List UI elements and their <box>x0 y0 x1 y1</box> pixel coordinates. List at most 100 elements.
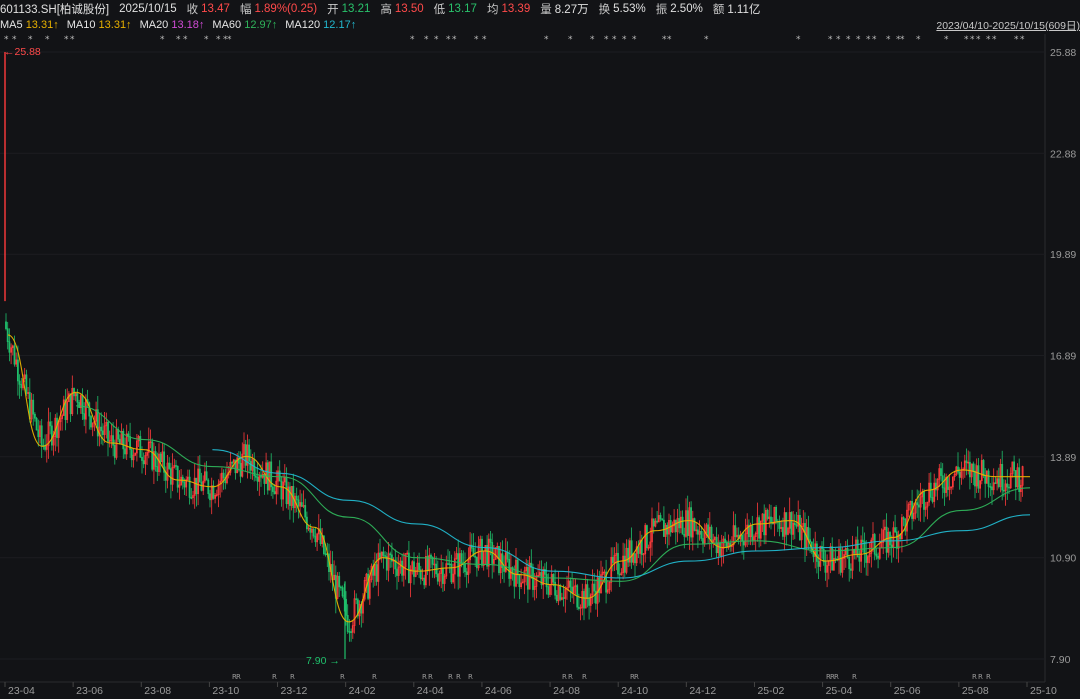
candle-body <box>746 524 749 535</box>
event-star-icon: * <box>64 35 69 45</box>
candle-body <box>90 415 92 428</box>
candle-body <box>214 494 217 499</box>
candle-body <box>691 518 694 538</box>
candle-body <box>30 399 33 420</box>
candle-body <box>180 476 183 486</box>
candle-body <box>593 583 596 592</box>
event-star-icon: * <box>856 35 861 45</box>
candle-body <box>377 552 380 582</box>
candle-body <box>304 505 307 518</box>
event-star-icon: * <box>916 35 921 45</box>
candle-body <box>515 559 517 587</box>
candle-body <box>144 455 147 465</box>
candle-body <box>523 570 526 583</box>
candle-body <box>379 552 381 558</box>
candle-body <box>132 454 135 461</box>
candle-body <box>783 512 786 537</box>
ma5-legend[interactable]: MA5 13.31↑ <box>0 19 59 31</box>
candle-body <box>465 571 468 575</box>
turnover-label: 换 <box>598 3 611 16</box>
candle-body <box>992 482 995 491</box>
candle-body <box>958 471 961 478</box>
candle-body <box>577 606 580 609</box>
event-star-icon: * <box>1020 35 1025 45</box>
candle-body <box>204 471 206 482</box>
candle-body <box>678 518 681 529</box>
candle-body <box>710 526 713 543</box>
high-marker: ←25.88 <box>4 46 41 58</box>
candle-body <box>736 534 738 537</box>
candle-body <box>438 573 441 582</box>
ma120-legend[interactable]: MA120 12.17↑ <box>285 19 357 31</box>
candle-body <box>256 476 259 482</box>
event-star-icon: * <box>28 35 33 45</box>
event-star-icon: * <box>986 35 991 45</box>
event-star-icon: * <box>896 35 901 45</box>
candle-body <box>564 588 567 599</box>
candle-body <box>411 561 414 570</box>
change-value: 1.89%(0.25) <box>254 2 318 15</box>
ma20-legend[interactable]: MA20 13.18↑ <box>139 19 205 31</box>
candle-body <box>100 426 103 432</box>
candle-body <box>732 525 735 546</box>
ma10-legend[interactable]: MA10 13.31↑ <box>66 19 132 31</box>
candle-body <box>719 542 721 557</box>
event-star-icon: * <box>160 35 165 45</box>
low-label: 低 <box>433 3 446 16</box>
candle-body <box>945 476 948 493</box>
candle-body <box>907 504 910 511</box>
candle-body <box>309 527 312 533</box>
candle-body <box>71 388 74 415</box>
candle-body <box>428 554 431 572</box>
candle-body <box>628 540 631 563</box>
candle-body <box>727 543 730 549</box>
candle-body <box>875 553 878 557</box>
candle-body <box>936 478 939 491</box>
candle-body <box>747 524 750 538</box>
event-r-marker: R <box>986 673 991 681</box>
event-r-marker: R <box>448 673 453 681</box>
candle-body <box>351 625 354 633</box>
candle-body <box>430 554 432 558</box>
event-r-marker: R <box>978 673 983 681</box>
stock-code[interactable]: 601133.SH[柏诚股份] <box>0 3 110 16</box>
candle-body <box>285 477 288 505</box>
candle-body <box>600 574 602 593</box>
candle-body <box>210 485 213 501</box>
event-star-icon: * <box>434 35 439 45</box>
candle-body <box>113 444 116 458</box>
candle-body <box>696 529 699 535</box>
candle-body <box>868 553 871 557</box>
candle-body <box>141 457 143 461</box>
event-r-marker: R <box>834 673 839 681</box>
candle-body <box>611 556 614 563</box>
candle-body <box>299 502 302 507</box>
date-range[interactable]: 2023/04/10-2025/10/15(609日) <box>936 20 1080 32</box>
candle-body <box>511 567 514 575</box>
candle-body <box>591 583 594 596</box>
x-tick-label: 23-12 <box>281 685 308 697</box>
candle-body <box>826 565 829 573</box>
candle-body <box>586 584 589 599</box>
ma60-legend[interactable]: MA60 12.97↑ <box>212 19 278 31</box>
candle-body <box>560 597 563 600</box>
candle-body <box>467 559 470 575</box>
candle-body <box>455 553 458 560</box>
candle-body <box>356 599 359 617</box>
candle-body <box>192 495 194 499</box>
candle-body <box>538 572 541 576</box>
ma120-line <box>212 449 1031 579</box>
y-tick-label: 13.89 <box>1050 452 1076 464</box>
event-r-marker: R <box>456 673 461 681</box>
event-r-marker: R <box>340 673 345 681</box>
candle-body <box>654 520 657 527</box>
candle-body <box>764 509 767 536</box>
candle-body <box>979 480 982 489</box>
candle-body <box>676 518 679 533</box>
candle-body <box>525 567 528 572</box>
event-r-marker: R <box>372 673 377 681</box>
candle-body <box>159 453 162 463</box>
event-star-icon: * <box>970 35 975 45</box>
candle-body <box>49 421 52 427</box>
